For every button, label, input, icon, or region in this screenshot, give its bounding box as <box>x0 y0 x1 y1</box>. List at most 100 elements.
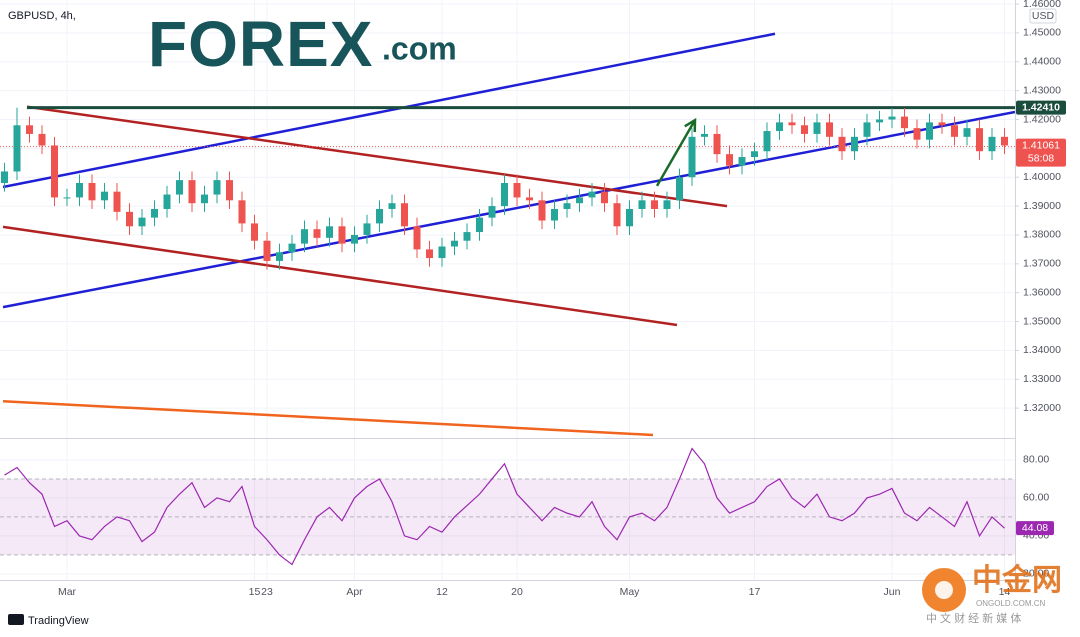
level-tag <box>1016 100 1066 115</box>
y-tick-label: 1.39000 <box>1023 200 1061 212</box>
axis-layer: Mar 15 23 Apr 12 20 May 17 Jun 14 1.46000 1.45000 1.… <box>58 0 1066 598</box>
candle-body <box>213 180 221 195</box>
x-tick-label: 14 <box>999 586 1011 598</box>
rsi-pane <box>0 447 1015 566</box>
candle-body <box>776 122 783 132</box>
x-tick-label: 15 <box>249 586 261 598</box>
candle-body <box>363 223 371 235</box>
x-tick-label: May <box>620 586 641 598</box>
candle-body <box>426 249 433 259</box>
candle-body <box>938 122 946 126</box>
candle-body <box>413 226 421 250</box>
candle-body <box>388 203 396 209</box>
logo-suffix: .com <box>382 30 457 66</box>
rsi-tag-label: 44.08 <box>1022 522 1048 534</box>
candle-body <box>188 180 196 204</box>
candle-body <box>226 180 233 201</box>
y-tick-label: 1.36000 <box>1023 286 1061 298</box>
candle-body <box>788 122 796 126</box>
grid-layer <box>0 0 1015 580</box>
candle-body <box>401 203 408 227</box>
candle-body <box>951 125 958 137</box>
tradingview-icon <box>8 614 24 625</box>
candle-body <box>576 197 583 204</box>
y-tick-label: 1.45000 <box>1023 27 1061 39</box>
candle-body <box>351 234 358 244</box>
candle-body <box>13 125 21 172</box>
y-tick-label: 1.37000 <box>1023 258 1061 270</box>
y-tick-label: 1.32000 <box>1023 402 1061 414</box>
candle-body <box>838 136 846 152</box>
candle-body <box>138 217 146 227</box>
arrow-shaft <box>655 119 697 187</box>
y-tick-label: 1.43000 <box>1023 84 1061 96</box>
candle-body <box>51 145 58 198</box>
candle-body <box>751 151 758 158</box>
candle-body <box>513 182 521 198</box>
watermark-icon-inner <box>935 581 953 599</box>
candle-body <box>826 122 833 137</box>
x-tick-label: 20 <box>511 586 523 598</box>
candle-body <box>588 191 596 198</box>
arrow-head <box>684 117 697 133</box>
rsi-tick-label: 60.00 <box>1023 492 1049 504</box>
candle-body <box>626 208 633 227</box>
candle-body <box>976 128 983 152</box>
trendline <box>2 32 776 189</box>
rsi-tick-label: 80.00 <box>1023 454 1049 466</box>
candle-body <box>763 131 771 152</box>
candle-body <box>988 136 996 152</box>
rsi-tag <box>1016 521 1054 536</box>
y-tick-label: 1.34000 <box>1023 344 1061 356</box>
candle-body <box>63 197 71 199</box>
trendline <box>2 110 1015 309</box>
candle-body <box>801 125 808 134</box>
candle-body <box>913 128 921 140</box>
candle-body <box>526 197 533 201</box>
candle-body <box>76 182 83 198</box>
candle-body <box>1001 136 1008 146</box>
candle-body <box>376 208 383 224</box>
candle-body <box>126 211 133 227</box>
countdown-label: 58:08 <box>1028 152 1054 164</box>
x-tick-label: 23 <box>261 586 273 598</box>
y-tick-label: 1.35000 <box>1023 315 1061 327</box>
candle-body <box>38 133 46 146</box>
y-tick-label: 1.42000 <box>1023 113 1061 125</box>
watermark-name: 中金网 <box>972 563 1062 597</box>
last-price-label: 1.41061 <box>1022 139 1060 151</box>
footer: TradingView <box>28 615 89 627</box>
candle-body <box>313 229 321 238</box>
candle-body <box>88 182 96 201</box>
candle-body <box>651 200 658 209</box>
symbol-label: GBPUSD, 4h, <box>8 10 76 22</box>
candle-body <box>301 229 308 244</box>
candle-body <box>276 252 283 261</box>
candle-body <box>251 223 258 241</box>
logo: FOREX <box>148 8 373 80</box>
y-tick-label: 1.44000 <box>1023 56 1061 68</box>
candle-body <box>288 243 296 253</box>
candle-body <box>101 191 108 201</box>
x-tick-label: 12 <box>436 586 448 598</box>
candle-body <box>688 136 696 178</box>
x-tick-label: Mar <box>58 586 77 598</box>
candle-body <box>1 171 8 183</box>
currency-label: USD <box>1032 10 1055 22</box>
trendline <box>26 105 728 208</box>
candle-body <box>176 180 183 195</box>
candle-body <box>463 232 471 241</box>
candle-body <box>476 217 483 233</box>
candle-body <box>963 128 971 137</box>
candle-body <box>163 194 171 209</box>
candle-body <box>713 133 721 155</box>
candle-body <box>663 200 671 209</box>
candle-body <box>338 226 346 244</box>
candle-body <box>263 240 271 261</box>
x-tick-label: 17 <box>749 586 761 598</box>
y-tick-label: 1.38000 <box>1023 229 1061 241</box>
candle-body <box>901 116 908 129</box>
x-tick-label: Jun <box>884 586 901 598</box>
candle-body <box>151 208 158 218</box>
